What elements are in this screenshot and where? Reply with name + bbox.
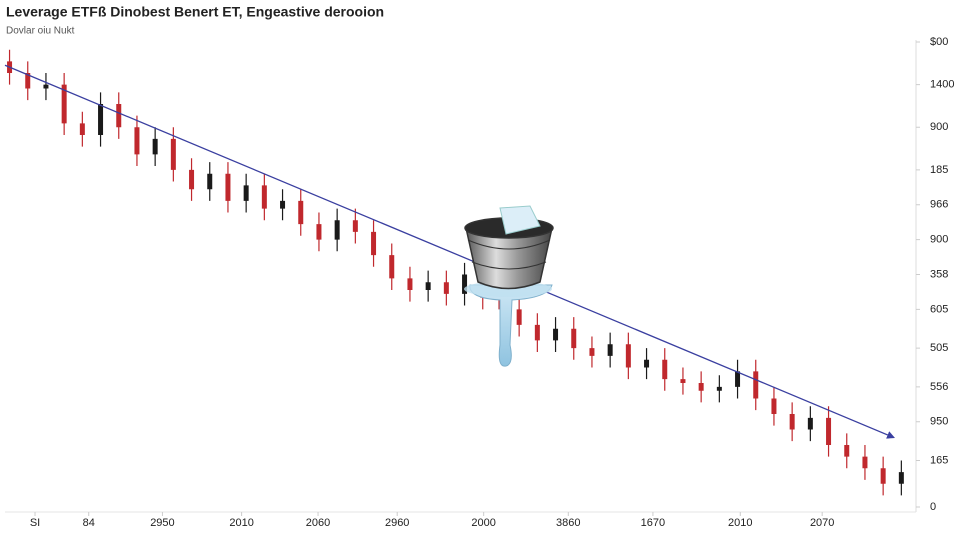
candle-body (280, 200, 286, 209)
candle-body (352, 220, 358, 232)
y-tick-label: 900 (930, 234, 948, 246)
bucket-band (467, 239, 551, 250)
candle-body (789, 414, 795, 430)
candle-body (225, 173, 231, 201)
candle-body (625, 344, 631, 368)
y-tick-label: 950 (930, 416, 948, 428)
y-tick-label: $00 (930, 36, 948, 48)
candle-body (716, 386, 722, 391)
bucket-body (465, 227, 553, 290)
candle-body (680, 379, 686, 383)
candle-body (571, 328, 577, 349)
candle-body (662, 359, 668, 380)
candle-body (443, 282, 449, 294)
candle-body (371, 231, 377, 256)
candle-body (43, 84, 49, 89)
candle-body (862, 456, 868, 469)
y-tick-label: 505 (930, 342, 948, 354)
candle-body (298, 200, 304, 225)
candle-body (644, 359, 650, 368)
x-tick-label: SI (30, 517, 40, 529)
x-tick-label: 2950 (150, 517, 174, 529)
y-tick-label: 185 (930, 164, 948, 176)
x-tick-label: 2060 (306, 517, 330, 529)
candle-body (553, 328, 559, 341)
x-tick-label: 2000 (471, 517, 495, 529)
candle-body (334, 220, 340, 240)
y-tick-label: 0 (930, 501, 936, 513)
candle-body (462, 274, 468, 294)
candle-body (425, 282, 431, 290)
candle-body (189, 169, 195, 190)
x-tick-label: 2010 (728, 517, 752, 529)
x-tick-label: 2960 (385, 517, 409, 529)
bucket-band (471, 261, 547, 270)
candle-body (735, 371, 741, 387)
y-tick-label: 165 (930, 454, 948, 466)
x-tick-label: 84 (83, 517, 95, 529)
candle-body (207, 173, 213, 190)
bucket-illustration (464, 205, 554, 367)
chart-subtitle: Dovlar oiu Nukt (6, 26, 75, 37)
x-tick-label: 2070 (810, 517, 834, 529)
candle-body (261, 185, 267, 209)
candle-body (61, 84, 67, 124)
candle-body (589, 348, 595, 356)
candle-body (389, 255, 395, 279)
candle-body (607, 344, 613, 356)
candle-body (79, 123, 85, 135)
x-tick-label: 2010 (229, 517, 253, 529)
candle-body (698, 383, 704, 391)
y-tick-label: 556 (930, 381, 948, 393)
candle-body (534, 324, 540, 341)
candle-body (407, 278, 413, 290)
candle-body (880, 468, 886, 484)
candle-body (152, 138, 158, 155)
y-tick-label: 966 (930, 199, 948, 211)
x-tick-label: 1670 (641, 517, 665, 529)
candle-body (753, 371, 759, 399)
candle-body (25, 73, 31, 89)
candle-body (134, 127, 140, 155)
candle-body (243, 185, 249, 201)
plot-area (4, 49, 904, 496)
candle-body (844, 445, 850, 457)
chart-title: Leverage ETFß Dinobest Benert ET, Engeas… (6, 4, 384, 20)
candle-body (98, 104, 104, 135)
y-tick-label: 358 (930, 268, 948, 280)
candle-body (316, 224, 322, 240)
x-tick-label: 3860 (556, 517, 580, 529)
candle-body (826, 417, 832, 445)
candle-body (170, 138, 176, 170)
trend-line (4, 64, 896, 439)
y-tick-label: 1400 (930, 79, 954, 91)
candle-body (116, 104, 122, 128)
y-tick-label: 900 (930, 121, 948, 133)
candle-body (898, 472, 904, 484)
ice-block (499, 205, 541, 235)
candle-body (516, 309, 522, 325)
candle-body (771, 398, 777, 414)
candle-body (807, 417, 813, 430)
y-tick-label: 605 (930, 303, 948, 315)
